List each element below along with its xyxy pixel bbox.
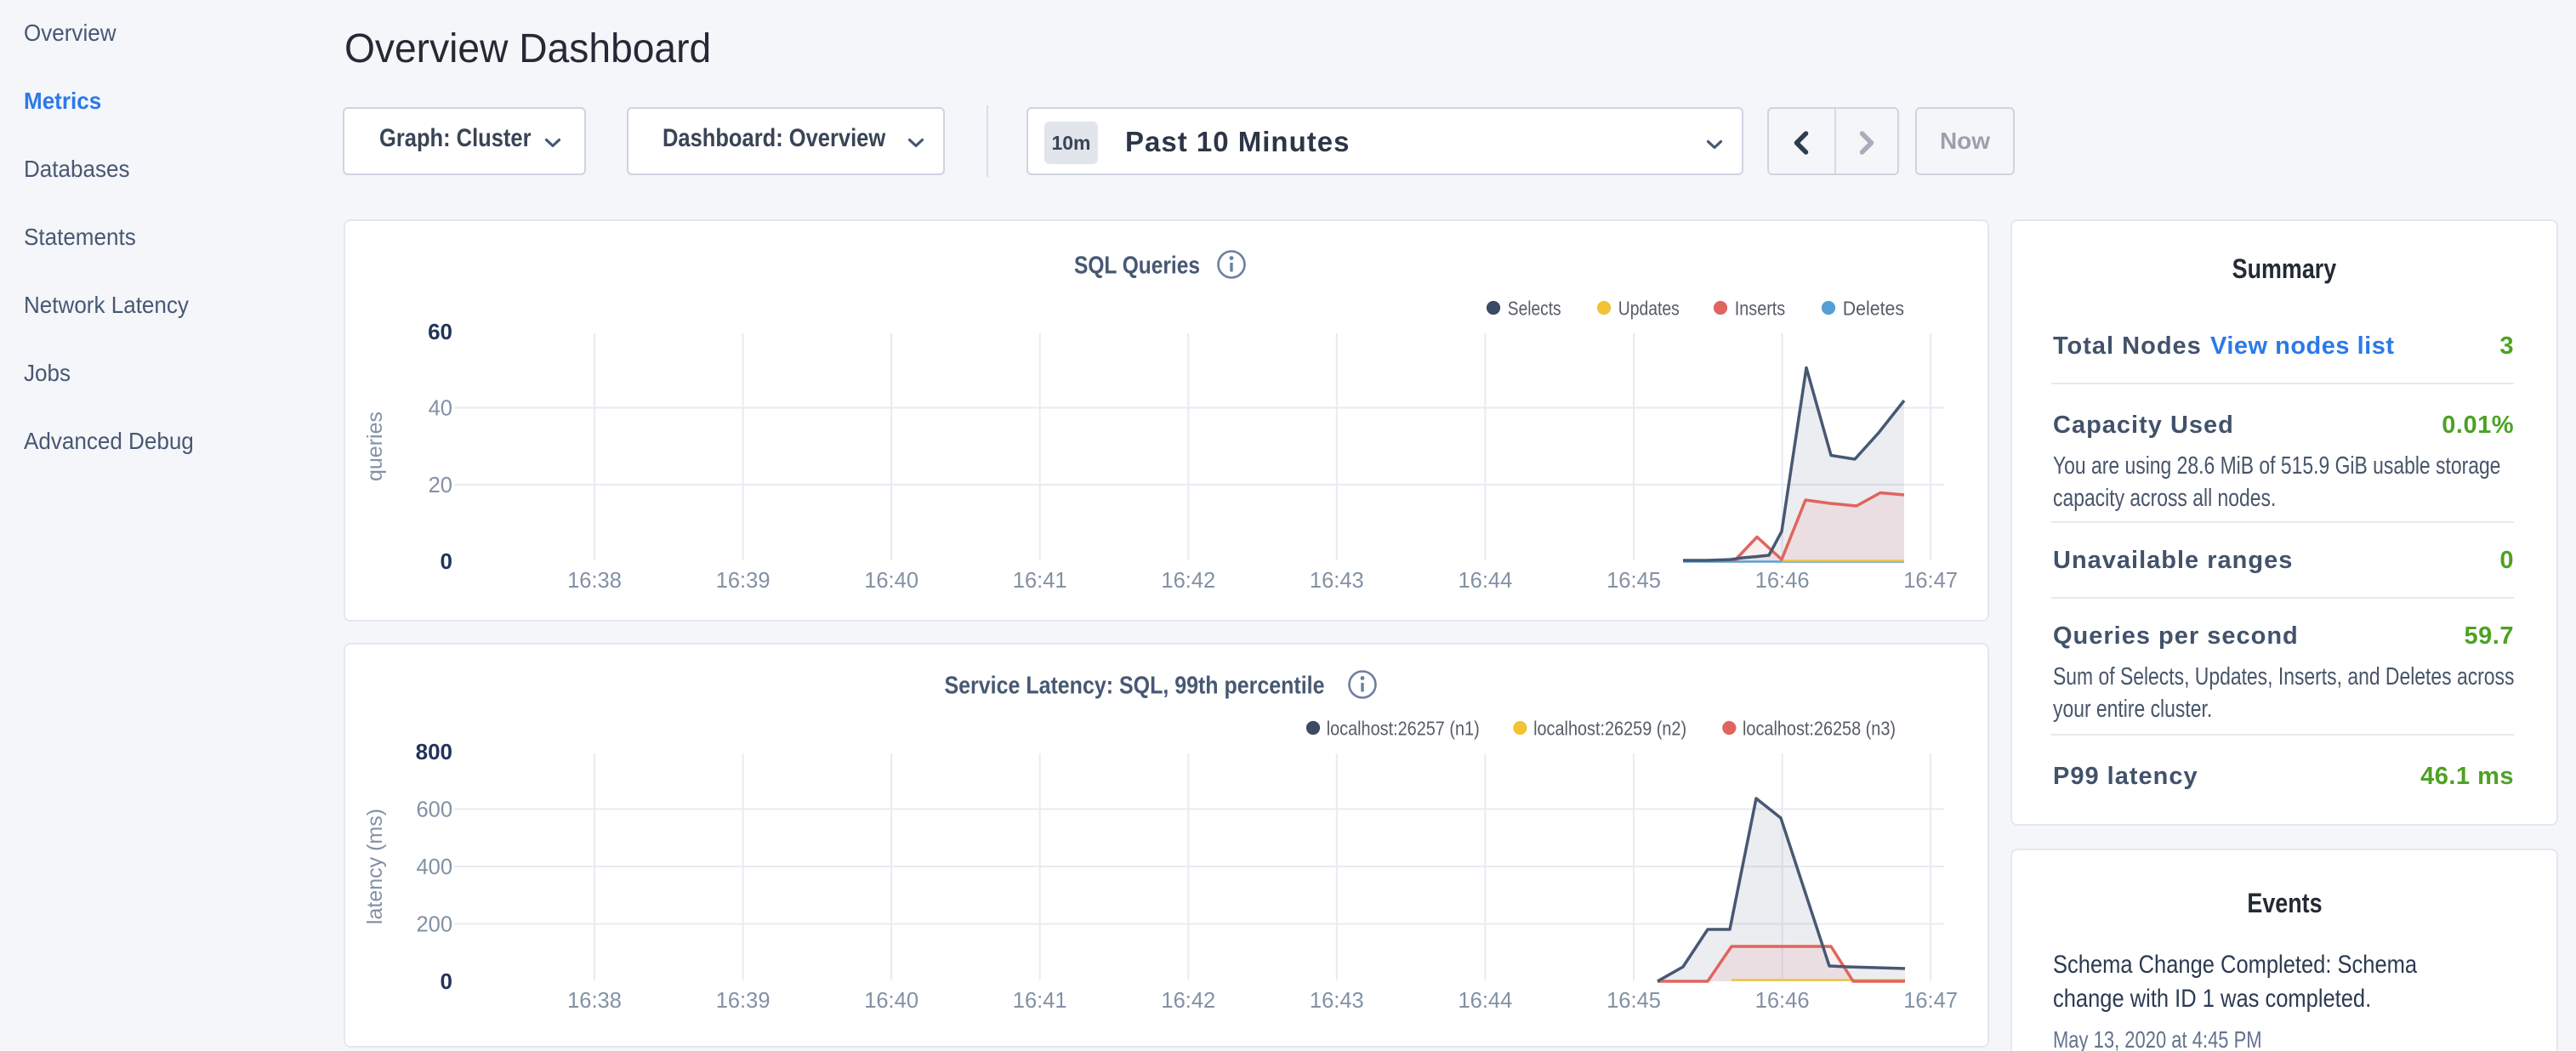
svg-text:800: 800: [416, 739, 452, 764]
svg-text:16:42: 16:42: [1161, 569, 1215, 593]
svg-text:16:46: 16:46: [1755, 569, 1810, 593]
svg-text:0: 0: [441, 969, 452, 994]
svg-text:16:43: 16:43: [1310, 989, 1364, 1013]
svg-text:16:40: 16:40: [864, 989, 918, 1013]
svg-text:16:44: 16:44: [1458, 569, 1512, 593]
svg-text:Deletes: Deletes: [1843, 297, 1904, 319]
svg-text:0: 0: [441, 548, 452, 574]
svg-text:localhost:26257 (n1): localhost:26257 (n1): [1327, 717, 1480, 739]
svg-text:400: 400: [416, 855, 452, 879]
svg-text:latency (ms): latency (ms): [363, 809, 387, 924]
svg-text:Selects: Selects: [1508, 297, 1561, 319]
svg-text:16:45: 16:45: [1606, 989, 1661, 1013]
svg-text:localhost:26258 (n3): localhost:26258 (n3): [1743, 717, 1896, 739]
svg-text:16:43: 16:43: [1310, 569, 1364, 593]
svg-text:40: 40: [429, 397, 452, 421]
svg-text:16:41: 16:41: [1013, 569, 1067, 593]
svg-text:16:38: 16:38: [567, 569, 622, 593]
svg-text:16:47: 16:47: [1903, 989, 1958, 1013]
svg-text:Service Latency: SQL, 99th per: Service Latency: SQL, 99th percentile: [945, 673, 1325, 700]
svg-text:16:40: 16:40: [864, 569, 918, 593]
svg-text:20: 20: [429, 474, 452, 497]
svg-text:16:38: 16:38: [567, 989, 622, 1013]
svg-text:16:45: 16:45: [1606, 569, 1661, 593]
svg-text:60: 60: [428, 319, 452, 344]
svg-text:16:39: 16:39: [716, 569, 771, 593]
svg-text:200: 200: [416, 913, 452, 937]
svg-text:Updates: Updates: [1618, 297, 1680, 319]
svg-text:SQL Queries: SQL Queries: [1074, 253, 1200, 280]
svg-text:16:44: 16:44: [1458, 989, 1512, 1013]
svg-text:queries: queries: [363, 412, 387, 481]
svg-text:16:41: 16:41: [1013, 989, 1067, 1013]
svg-text:Inserts: Inserts: [1735, 297, 1785, 319]
svg-text:16:39: 16:39: [716, 989, 771, 1013]
svg-text:600: 600: [416, 798, 452, 822]
svg-text:16:42: 16:42: [1161, 989, 1215, 1013]
svg-text:16:47: 16:47: [1903, 569, 1958, 593]
svg-text:16:46: 16:46: [1755, 989, 1810, 1013]
svg-text:localhost:26259 (n2): localhost:26259 (n2): [1533, 717, 1686, 739]
